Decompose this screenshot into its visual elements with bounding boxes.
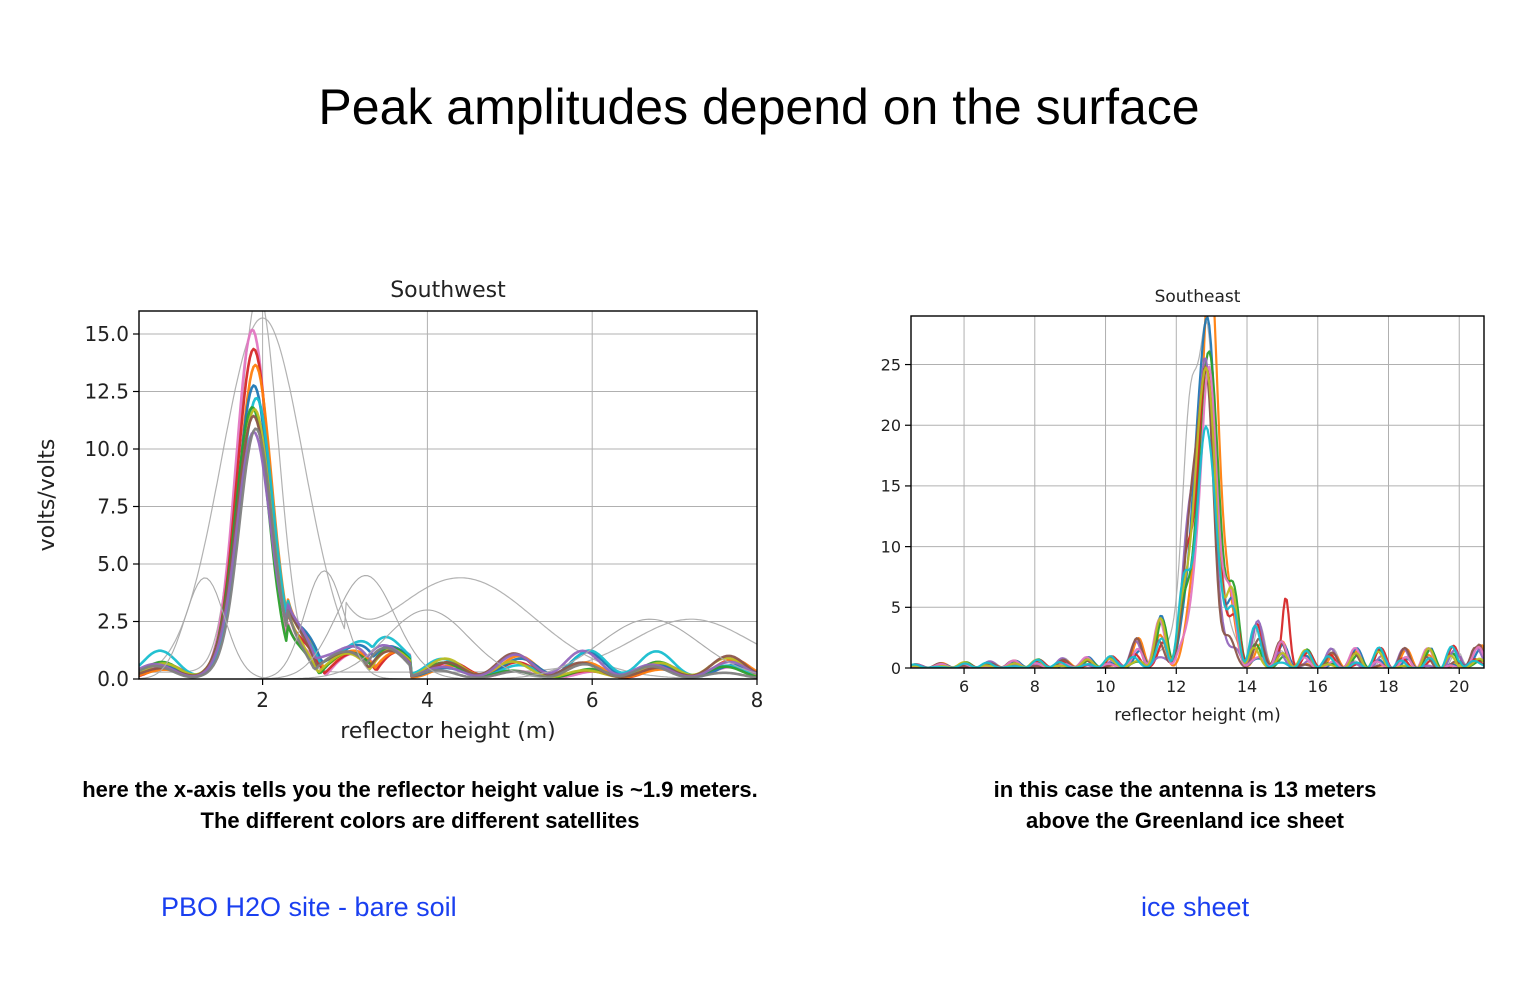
data-series-line bbox=[139, 414, 757, 679]
x-tick-label: 16 bbox=[1308, 677, 1328, 696]
caption-right-line2: above the Greenland ice sheet bbox=[1026, 808, 1344, 833]
data-series-line bbox=[911, 365, 1484, 668]
chart-southeast: 6 8 10 12 14 16 18 20 0 5 10 15 20 25 Southeast reflect… bbox=[881, 287, 1485, 726]
x-tick-label: 20 bbox=[1449, 677, 1469, 696]
y-tick-label: 25 bbox=[881, 355, 901, 374]
caption-left: here the x-axis tells you the reflector … bbox=[20, 774, 820, 836]
x-tick-label: 6 bbox=[586, 688, 599, 712]
x-tick-label: 12 bbox=[1166, 677, 1186, 696]
data-series-line bbox=[139, 575, 757, 679]
data-series-line bbox=[139, 430, 757, 678]
site-label-ice-sheet: ice sheet bbox=[1141, 892, 1250, 922]
caption-right-line1: in this case the antenna is 13 meters bbox=[993, 777, 1377, 802]
data-series-line bbox=[139, 577, 757, 679]
y-axis-label: volts/volts bbox=[35, 439, 60, 552]
data-series-line bbox=[139, 618, 757, 679]
y-tick-label: 15 bbox=[881, 477, 901, 496]
x-tick-label: 14 bbox=[1237, 677, 1257, 696]
data-series-line bbox=[139, 317, 757, 679]
y-tick-label: 0 bbox=[891, 659, 901, 678]
data-series-line bbox=[139, 427, 757, 679]
axes-frame bbox=[910, 315, 1485, 669]
plot-area bbox=[139, 311, 757, 679]
caption-left-line1: here the x-axis tells you the reflector … bbox=[82, 777, 758, 802]
data-series-line bbox=[139, 609, 757, 679]
x-tick-label: 6 bbox=[959, 677, 969, 696]
data-series-line bbox=[911, 425, 1484, 668]
axes-frame bbox=[138, 310, 758, 680]
x-tick-label: 4 bbox=[421, 688, 434, 712]
y-tick-label: 20 bbox=[881, 416, 901, 435]
y-tick-label: 0.0 bbox=[97, 667, 129, 691]
x-tick-label: 2 bbox=[256, 688, 269, 712]
data-series-line bbox=[139, 311, 757, 673]
y-tick-label: 7.5 bbox=[97, 495, 129, 519]
caption-left-line2: The different colors are different satel… bbox=[200, 808, 640, 833]
y-tick-label: 2.5 bbox=[97, 610, 129, 634]
chart-title: Southwest bbox=[390, 278, 506, 303]
y-tick-label: 12.5 bbox=[84, 380, 129, 404]
y-tick-label: 10.0 bbox=[84, 437, 129, 461]
chart-southwest: 2 4 6 8 0.0 2.5 5.0 7.5 10.0 12.5 15.0 Southwest ref… bbox=[35, 278, 764, 744]
y-tick-label: 5 bbox=[891, 598, 901, 617]
x-tick-label: 8 bbox=[1030, 677, 1040, 696]
x-tick-label: 10 bbox=[1095, 677, 1115, 696]
plot-area bbox=[911, 316, 1484, 668]
chart-title: Southeast bbox=[1155, 287, 1241, 307]
y-tick-label: 5.0 bbox=[97, 552, 129, 576]
x-tick-label: 8 bbox=[751, 688, 764, 712]
slide-title: Peak amplitudes depend on the surface bbox=[318, 79, 1200, 135]
x-tick-label: 18 bbox=[1378, 677, 1398, 696]
site-label-bare-soil: PBO H2O site - bare soil bbox=[161, 892, 457, 922]
x-axis-label: reflector height (m) bbox=[1114, 706, 1280, 726]
caption-right: in this case the antenna is 13 meters ab… bbox=[905, 774, 1465, 836]
x-axis-label: reflector height (m) bbox=[340, 719, 555, 744]
data-series-line bbox=[139, 328, 757, 679]
y-tick-label: 15.0 bbox=[84, 322, 129, 346]
y-tick-label: 10 bbox=[881, 537, 901, 556]
